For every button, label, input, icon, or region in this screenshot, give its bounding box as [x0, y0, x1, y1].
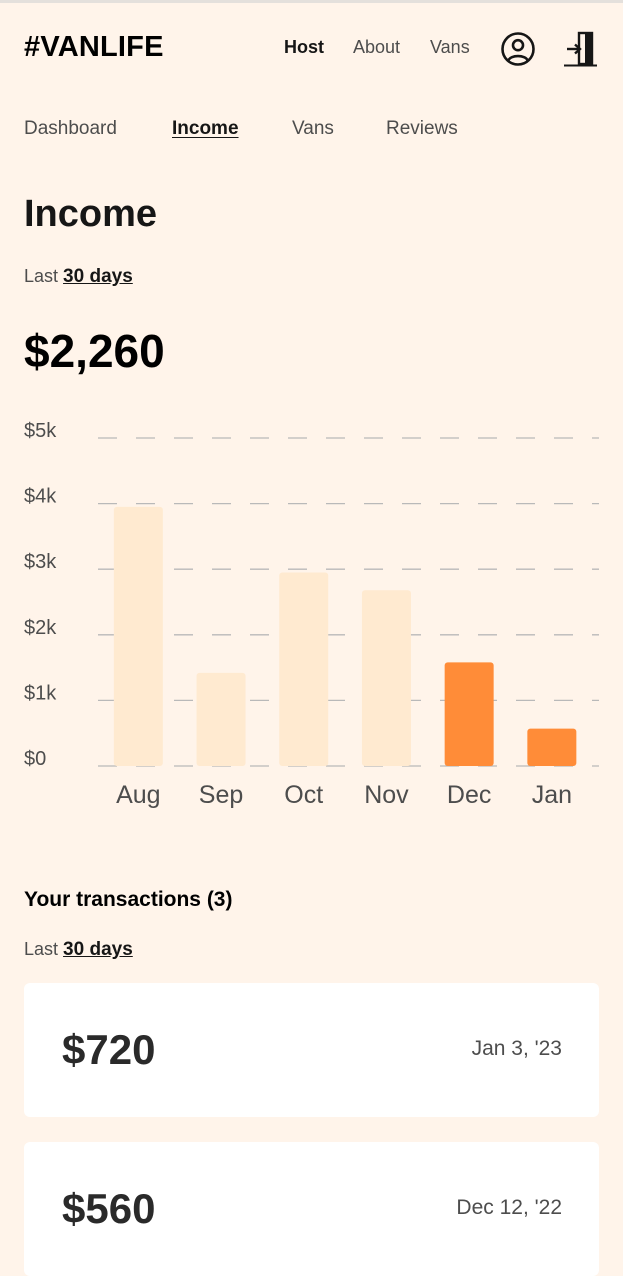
bar-jan [527, 728, 577, 766]
transaction-card: $720 Jan 3, '23 [24, 983, 599, 1117]
y-tick-label: $1k [24, 682, 57, 704]
period-prefix: Last [24, 266, 59, 286]
y-tick-label: $5k [24, 420, 57, 442]
transactions-title: Your transactions (3) [24, 888, 233, 911]
subnav-income[interactable]: Income [172, 118, 239, 139]
period-prefix: Last [24, 939, 59, 959]
logout-icon[interactable] [562, 30, 598, 68]
subnav-reviews[interactable]: Reviews [386, 118, 458, 139]
y-tick-label: $2k [24, 617, 57, 639]
transaction-card: $560 Dec 12, '22 [24, 1142, 599, 1276]
transaction-date: Jan 3, '23 [471, 1037, 562, 1060]
x-tick-label: Sep [199, 781, 243, 809]
bar-dec [444, 662, 494, 766]
period-link[interactable]: 30 days [63, 939, 133, 960]
income-period: Last 30 days [24, 266, 133, 288]
subnav-dashboard[interactable]: Dashboard [24, 118, 117, 139]
nav-host[interactable]: Host [284, 37, 324, 57]
x-tick-label: Oct [284, 781, 323, 809]
x-tick-label: Jan [532, 781, 572, 809]
nav-about[interactable]: About [353, 37, 401, 57]
bar-nov [361, 590, 411, 766]
period-link[interactable]: 30 days [63, 266, 133, 287]
bar-aug [113, 506, 163, 766]
transaction-amount: $560 [62, 1185, 156, 1232]
x-tick-label: Nov [364, 781, 409, 809]
top-border [0, 0, 623, 3]
subnav-vans[interactable]: Vans [292, 118, 334, 139]
y-tick-label: $3k [24, 551, 57, 573]
transaction-amount: $720 [62, 1026, 156, 1073]
transactions-period: Last 30 days [24, 939, 133, 961]
transaction-date: Dec 12, '22 [456, 1196, 562, 1219]
logo[interactable]: #VANLIFE [24, 31, 164, 63]
nav-vans[interactable]: Vans [430, 37, 470, 57]
bar-sep [196, 672, 246, 766]
y-tick-label: $4k [24, 486, 57, 508]
income-chart: $0 $1k $2k $3k $4k $5k Aug Sep Oct Nov Dec Jan [24, 420, 599, 809]
user-circle-icon[interactable] [500, 31, 536, 67]
page-title: Income [24, 193, 158, 235]
x-tick-label: Dec [447, 781, 491, 809]
income-total: $2,260 [24, 325, 165, 377]
x-tick-label: Aug [116, 781, 160, 809]
bar-oct [279, 572, 329, 766]
y-tick-label: $0 [24, 748, 46, 770]
